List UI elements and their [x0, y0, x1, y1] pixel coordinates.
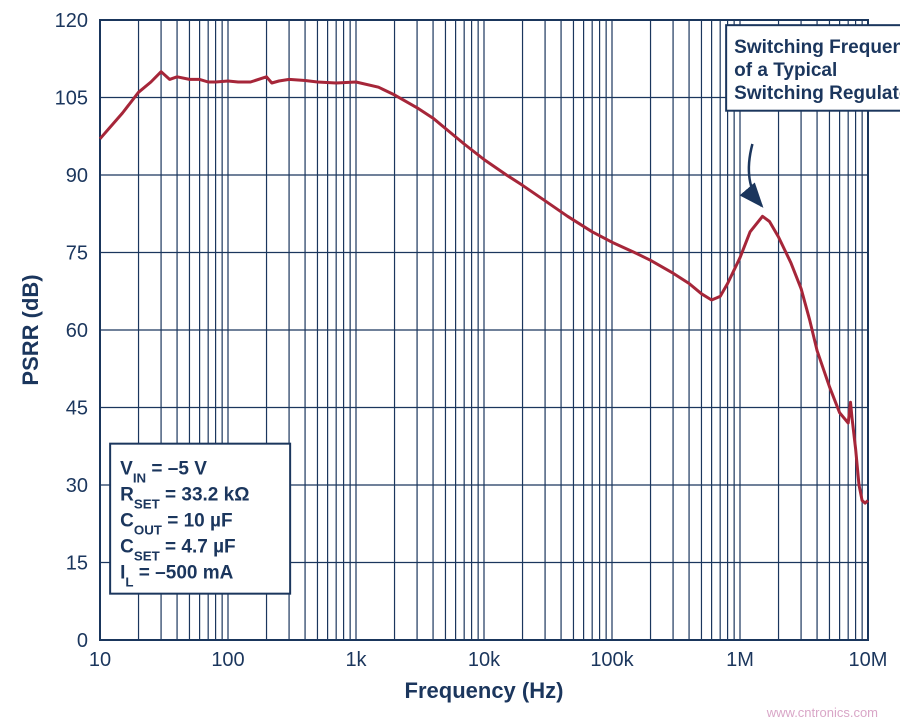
y-tick-label: 45: [66, 398, 88, 420]
watermark: www.cntronics.com: [767, 705, 878, 720]
y-tick-label: 30: [66, 475, 88, 497]
x-tick-label: 10: [89, 649, 111, 671]
y-axis-label: PSRR (dB): [18, 274, 43, 385]
figure-container: 0 15 30 45 60 75 90 105 120 10 100 1k 10k 100k 1M 10M PS…: [0, 0, 900, 728]
y-tick-label: 75: [66, 243, 88, 265]
x-tick-label: 1k: [345, 649, 367, 671]
y-tick-label: 60: [66, 320, 88, 342]
callout-line: Switching Regulator: [734, 83, 900, 104]
x-tick-label: 100k: [590, 649, 634, 671]
callout: Switching Frequencyof a TypicalSwitching…: [726, 25, 900, 206]
x-tick-label: 1M: [726, 649, 754, 671]
x-tick-label: 10k: [468, 649, 501, 671]
x-axis-label: Frequency (Hz): [405, 678, 564, 703]
callout-line: Switching Frequency: [734, 37, 900, 58]
psrr-chart: 0 15 30 45 60 75 90 105 120 10 100 1k 10k 100k 1M 10M PS…: [0, 0, 900, 728]
y-tick-label: 0: [77, 630, 88, 652]
x-tick-label: 100: [211, 649, 244, 671]
x-tick-label: 10M: [849, 649, 888, 671]
y-tick-label: 15: [66, 553, 88, 575]
y-tick-label: 120: [55, 10, 88, 32]
callout-line: of a Typical: [734, 60, 837, 81]
y-tick-label: 105: [55, 88, 88, 110]
params-box: VIN = –5 VRSET = 33.2 kΩCOUT = 10 µFCSET…: [110, 444, 290, 594]
y-tick-label: 90: [66, 165, 88, 187]
